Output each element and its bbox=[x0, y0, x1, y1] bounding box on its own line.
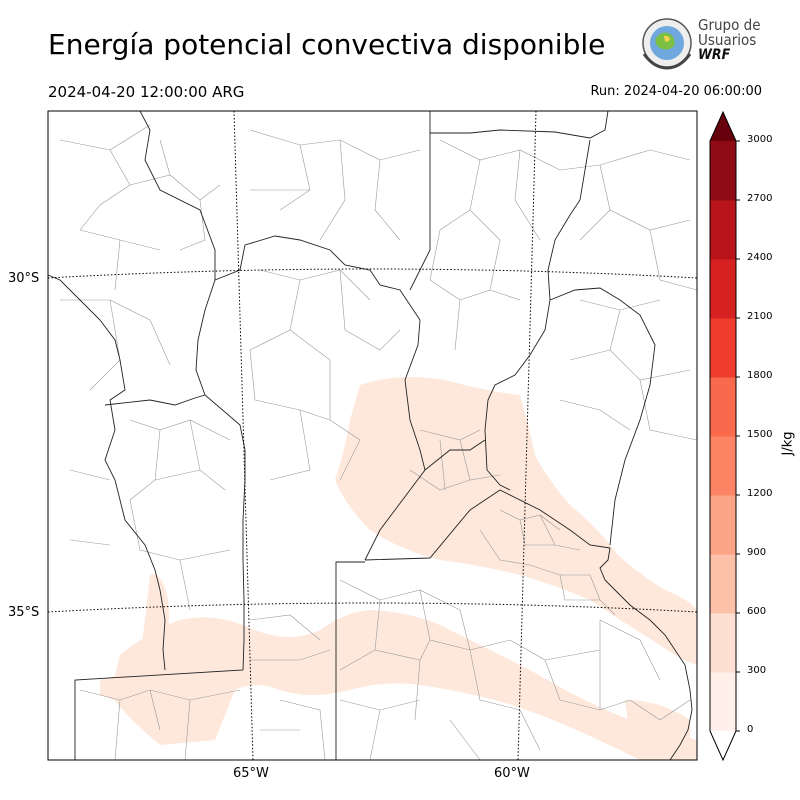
colorbar-over-arrow bbox=[710, 112, 736, 141]
department-boundaries bbox=[59, 124, 698, 761]
cape-field bbox=[100, 376, 697, 760]
boundary-8 bbox=[549, 287, 656, 546]
boundary-2 bbox=[47, 274, 166, 671]
map-title: Energía potencial convectiva disponible bbox=[48, 28, 606, 61]
colorbar-segment bbox=[710, 554, 736, 614]
globe-logo-icon bbox=[642, 18, 692, 70]
logo: Grupo de Usuarios WRF bbox=[638, 16, 768, 72]
colorbar-segment bbox=[710, 318, 736, 378]
run-time: Run: 2024-04-20 06:00:00 bbox=[590, 84, 762, 99]
colorbar-tick-label: 2700 bbox=[747, 193, 773, 204]
cape-area-north bbox=[335, 376, 697, 665]
boundary-4 bbox=[214, 235, 426, 561]
colorbar-tick-label: 2100 bbox=[747, 311, 773, 322]
colorbar-tick-label: 600 bbox=[747, 606, 767, 617]
colorbar-segment bbox=[710, 200, 736, 260]
boundary-3 bbox=[104, 394, 206, 406]
colorbar-tick-label: 300 bbox=[747, 665, 767, 676]
boundary-11 bbox=[335, 561, 365, 760]
valid-time: 2024-04-20 12:00:00 ARG bbox=[48, 83, 245, 101]
boundary-6 bbox=[430, 110, 609, 139]
logo-line-1: Grupo de bbox=[698, 16, 761, 34]
cape-area-west-strip bbox=[140, 574, 169, 660]
colorbar-segment bbox=[710, 259, 736, 319]
cape-area-south bbox=[110, 610, 697, 760]
colorbar-tick-label: 3000 bbox=[747, 134, 773, 145]
logo-line-2: Usuarios bbox=[698, 31, 757, 49]
colorbar-tick-label: 1500 bbox=[747, 429, 773, 440]
graticule bbox=[47, 110, 698, 761]
colorbar-segment bbox=[710, 495, 736, 555]
colorbar-segment bbox=[710, 141, 736, 201]
boundary-7 bbox=[484, 139, 591, 491]
boundary-10 bbox=[364, 489, 611, 561]
parallel-35s bbox=[47, 602, 698, 613]
lon-label-60w: 60°W bbox=[494, 766, 530, 781]
colorbar bbox=[709, 110, 740, 762]
colorbar-segment bbox=[710, 436, 736, 496]
cape-area-east-coast bbox=[625, 700, 690, 752]
map-frame bbox=[47, 110, 698, 761]
colorbar-tick-label: 2400 bbox=[747, 252, 773, 263]
colorbar-segment bbox=[710, 672, 736, 732]
lat-label-35s: 35°S bbox=[8, 605, 40, 620]
lon-label-65w: 65°W bbox=[233, 766, 269, 781]
parallel-30s bbox=[47, 268, 698, 279]
colorbar-tick-label: 900 bbox=[747, 547, 767, 558]
colorbar-segment bbox=[710, 377, 736, 437]
colorbar-tick-label: 1800 bbox=[747, 370, 773, 381]
colorbar-tick-label: 0 bbox=[747, 724, 754, 735]
colorbar-under-arrow bbox=[710, 731, 736, 760]
colorbar-tick-label: 1200 bbox=[747, 488, 773, 499]
province-boundaries bbox=[47, 110, 693, 761]
boundary-9 bbox=[424, 439, 486, 471]
coast bbox=[599, 547, 693, 761]
lat-label-30s: 30°S bbox=[8, 271, 40, 286]
colorbar-segment bbox=[710, 613, 736, 673]
boundary-5 bbox=[409, 111, 431, 291]
colorbar-unit: J/kg bbox=[780, 431, 796, 456]
logo-line-3: WRF bbox=[698, 47, 731, 63]
